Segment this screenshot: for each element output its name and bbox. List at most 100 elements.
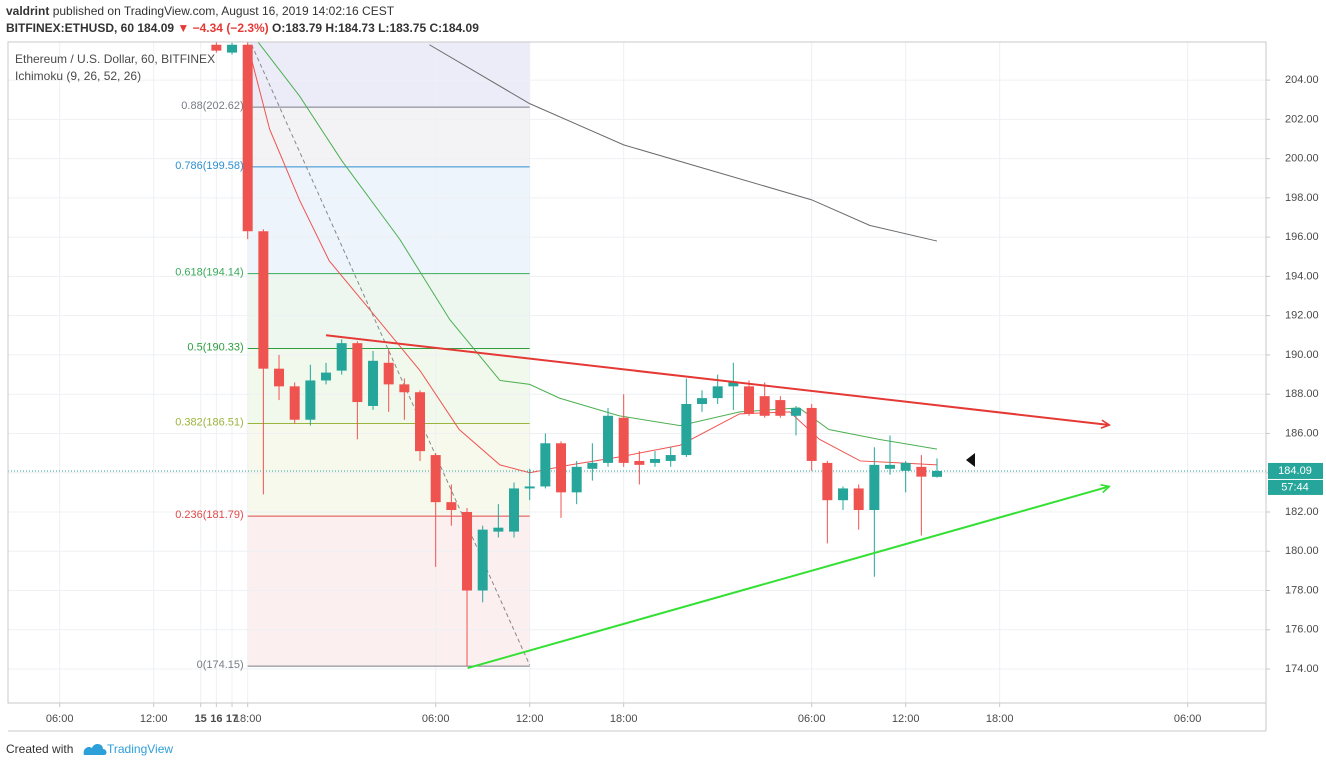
candle-body xyxy=(634,460,645,465)
candle-body xyxy=(587,462,598,469)
x-tick-label: 15 xyxy=(195,713,207,725)
symbol: BITFINEX:ETHUSD, 60 xyxy=(6,21,134,35)
price-label: 184.09 xyxy=(1278,465,1312,477)
footer-brand: TradingView xyxy=(107,742,173,756)
trend-line xyxy=(325,334,1109,425)
y-tick-label: 180.00 xyxy=(1285,545,1319,557)
y-tick-label: 190.00 xyxy=(1285,349,1319,361)
fib-band xyxy=(247,273,530,349)
fib-band xyxy=(247,107,530,167)
candle-body xyxy=(274,368,285,387)
candle-body xyxy=(618,417,629,463)
candle-body xyxy=(289,386,300,420)
fib-label: 0.5(190.33) xyxy=(187,341,243,353)
y-tick-label: 204.00 xyxy=(1285,74,1319,86)
candle-body xyxy=(759,396,770,416)
overlay: 0.88(202.62) 0.786(199.58) 0.618(194.14) 0.… xyxy=(15,52,1323,725)
logo xyxy=(83,743,107,755)
y-tick-label: 182.00 xyxy=(1285,506,1319,518)
x-tick-label: 06:00 xyxy=(422,713,450,725)
candle-body xyxy=(665,455,676,461)
x-tick-label: 12:00 xyxy=(140,713,168,725)
candle-body xyxy=(900,462,911,471)
y-tick-label: 186.00 xyxy=(1285,427,1319,439)
fib-label: 0.382(186.51) xyxy=(175,416,244,428)
candle-body xyxy=(775,400,786,416)
candle-body xyxy=(791,407,802,416)
x-tick-label: 12:00 xyxy=(516,713,544,725)
x-tick-label: 17 xyxy=(226,713,238,725)
candle-body xyxy=(524,486,535,489)
candle-body xyxy=(838,488,849,501)
indicator-line xyxy=(257,42,938,450)
x-tick-label: 06:00 xyxy=(798,713,826,725)
y-tick-label: 196.00 xyxy=(1285,231,1319,243)
candle-body xyxy=(258,231,269,369)
candle-body xyxy=(211,44,222,51)
y-tick-label: 194.00 xyxy=(1285,270,1319,282)
y-tick-label: 176.00 xyxy=(1285,624,1319,636)
candle-body xyxy=(556,443,567,493)
price-box xyxy=(1268,462,1323,479)
indicator-line xyxy=(429,44,938,242)
x-tick-label: 16 xyxy=(210,713,222,725)
y-tick-label: 200.00 xyxy=(1285,153,1319,165)
candle-body xyxy=(321,372,332,381)
x-tick-label: 06:00 xyxy=(1174,713,1202,725)
candle-body xyxy=(540,443,551,487)
change: ▼ −4.34 (−2.3%) xyxy=(177,21,268,35)
fib-band xyxy=(247,42,530,108)
y-tick-label: 202.00 xyxy=(1285,113,1319,125)
ohlc: L:183.75 xyxy=(378,21,426,35)
candle-body xyxy=(399,384,410,393)
candle-body xyxy=(352,343,363,403)
marker-triangle xyxy=(966,453,975,467)
candle-body xyxy=(728,382,739,387)
candle-body xyxy=(242,44,253,232)
candle-body xyxy=(462,511,473,591)
legend-entry: Ichimoku (9, 26, 52, 26) xyxy=(15,69,141,83)
x-tick-label: 18:00 xyxy=(610,713,638,725)
candle-body xyxy=(712,386,723,399)
candle-body xyxy=(368,360,379,406)
candle-body xyxy=(477,529,488,591)
candle-body xyxy=(446,502,457,511)
y-tick-label: 188.00 xyxy=(1285,388,1319,400)
y-tick-label: 192.00 xyxy=(1285,310,1319,322)
fib-label: 0.618(194.14) xyxy=(175,267,244,279)
candle-body xyxy=(336,343,347,371)
candle-body xyxy=(806,407,817,461)
fib-band xyxy=(247,423,530,517)
y-tick-label: 198.00 xyxy=(1285,192,1319,204)
candle-body xyxy=(697,398,708,405)
countdown-box xyxy=(1268,479,1323,495)
header-line-2: BITFINEX:ETHUSD, 60 184.09 ▼ −4.34 (−2.3… xyxy=(6,21,479,35)
header-line-1: valdrint published on TradingView.com, A… xyxy=(6,4,395,18)
candle-body xyxy=(650,458,661,463)
candle-body xyxy=(853,488,864,511)
candle-body xyxy=(869,464,880,511)
candle-body xyxy=(603,415,614,463)
plot-area xyxy=(8,42,1266,703)
price: 184.09 xyxy=(137,21,174,35)
ohlc: O:183.79 xyxy=(272,21,322,35)
x-tick-label: 18:00 xyxy=(234,713,262,725)
candle-body xyxy=(571,466,582,493)
fib-label: 0.786(199.58) xyxy=(175,160,244,172)
candle-body xyxy=(415,392,426,452)
ohlc: C:184.09 xyxy=(430,21,480,35)
footer-created: Created with xyxy=(6,742,73,756)
fib-label: 0(174.15) xyxy=(197,659,244,671)
candle-body xyxy=(305,380,316,420)
candle-body xyxy=(822,462,833,501)
candle-body xyxy=(227,44,238,53)
fib-band xyxy=(247,166,530,274)
candle-body xyxy=(885,464,896,469)
fib-label: 0.236(181.79) xyxy=(175,509,244,521)
candle-body xyxy=(383,362,394,385)
candle-body xyxy=(681,404,692,456)
candle-body xyxy=(430,455,441,503)
indicator-line xyxy=(251,44,531,666)
